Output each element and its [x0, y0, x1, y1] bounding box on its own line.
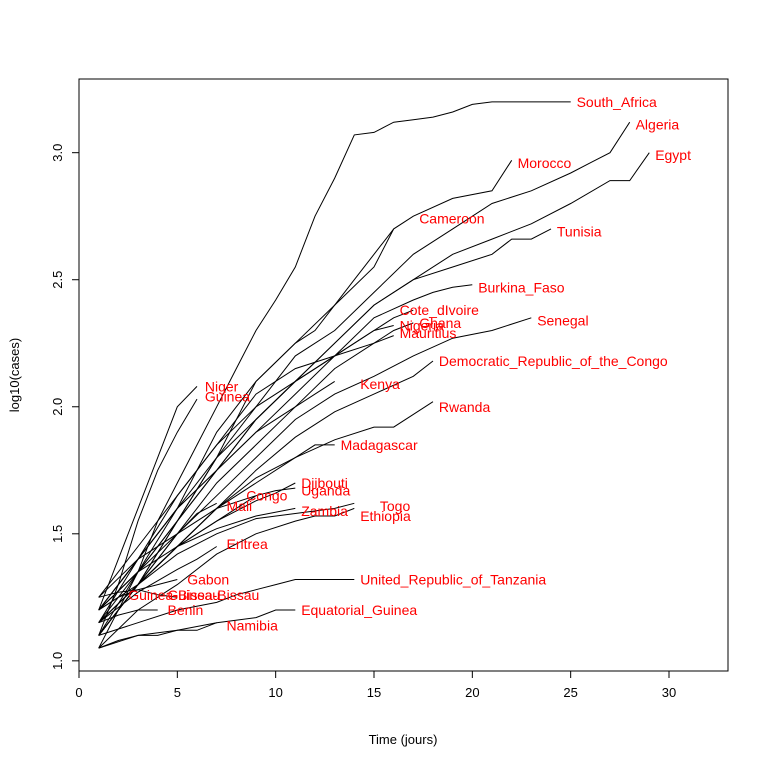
x-axis: 0 5 10 15 20 25 30	[75, 670, 676, 700]
y-tick-label: 3.0	[50, 144, 65, 162]
country-label-niger: Niger	[205, 378, 239, 394]
series-line-mali	[98, 502, 217, 598]
country-label-zambia: Zambia	[301, 503, 348, 519]
country-label-nigeria: Nigeria	[400, 318, 445, 334]
series-line-eritrea	[98, 546, 217, 624]
series-line-senegal	[98, 317, 532, 624]
country-label-senegal: Senegal	[537, 312, 588, 328]
x-tick-label: 30	[662, 685, 676, 700]
y-tick-label: 1.5	[50, 525, 65, 543]
series-line-south-africa	[98, 101, 571, 649]
y-axis-label: log10(cases)	[7, 338, 22, 412]
country-label-cote-divoire: Cote_dIvoire	[400, 302, 480, 318]
country-label-mali: Mali	[227, 498, 253, 514]
series-line-togo	[98, 502, 355, 624]
country-label-uganda: Uganda	[301, 483, 350, 499]
country-label-namibia: Namibia	[227, 617, 279, 633]
country-label-guinea-bissau: Guinea-Bissau	[168, 587, 260, 603]
series-line-equatorial-guinea	[98, 609, 296, 649]
series-line-ethiopia	[98, 507, 355, 649]
series-line-cote-divoire	[98, 309, 414, 623]
x-tick-label: 20	[465, 685, 479, 700]
x-tick-label: 25	[563, 685, 577, 700]
y-tick-label: 1.0	[50, 652, 65, 670]
country-label-guinea: Guinea	[205, 389, 250, 405]
country-label-united-republic-of-tanzania: United_Republic_of_Tanzania	[360, 572, 546, 588]
x-tick-label: 15	[367, 685, 381, 700]
country-label-madagascar: Madagascar	[341, 437, 418, 453]
country-label-rwanda: Rwanda	[439, 399, 491, 415]
country-label-benin: Benin	[168, 602, 204, 618]
country-label-gabon: Gabon	[187, 572, 229, 588]
x-axis-label: Time (jours)	[369, 732, 438, 747]
series-line-benin	[98, 609, 158, 624]
series-line-guinea-bissau	[98, 589, 178, 598]
country-label-equatorial-guinea: Equatorial_Guinea	[301, 602, 417, 618]
series-layer	[98, 101, 650, 649]
country-label-democratic-republic-of-the-congo: Democratic_Republic_of_the_Congo	[439, 353, 668, 369]
y-tick-label: 2.5	[50, 271, 65, 289]
country-label-burkina-faso: Burkina_Faso	[478, 279, 565, 295]
country-label-congo: Congo	[246, 488, 287, 504]
country-label-mauritius: Mauritius	[400, 325, 457, 341]
x-tick-label: 5	[174, 685, 181, 700]
x-tick-label: 10	[268, 685, 282, 700]
series-line-united-republic-of-tanzania	[98, 579, 355, 636]
country-label-kenya: Kenya	[360, 376, 400, 392]
country-label-algeria: Algeria	[636, 117, 680, 133]
country-label-djibouti: Djibouti	[301, 475, 348, 491]
x-tick-label: 0	[75, 685, 82, 700]
series-line-mauritius	[98, 335, 394, 598]
series-line-namibia	[98, 622, 217, 649]
country-label-guinea-bissau: Guinea-Bissau	[128, 587, 220, 603]
label-layer: South_Africa Algeria Egypt Morocco Cameroon T…	[128, 94, 691, 633]
country-label-togo: Togo	[380, 498, 411, 514]
y-tick-label: 2.0	[50, 398, 65, 416]
country-label-ethiopia: Ethiopia	[360, 508, 411, 524]
series-line-nigeria	[98, 325, 394, 611]
country-label-ghana: Ghana	[419, 315, 461, 331]
series-line-kenya	[98, 380, 335, 611]
series-line-niger	[98, 386, 198, 611]
country-label-eritrea: Eritrea	[227, 536, 268, 552]
y-axis: 1.0 1.5 2.0 2.5 3.0	[50, 144, 80, 670]
country-label-south-africa: South_Africa	[577, 94, 657, 110]
country-label-tunisia: Tunisia	[557, 223, 602, 239]
country-label-egypt: Egypt	[655, 147, 691, 163]
country-label-morocco: Morocco	[518, 155, 572, 171]
country-label-cameroon: Cameroon	[419, 211, 484, 227]
series-line-zambia	[98, 507, 296, 611]
